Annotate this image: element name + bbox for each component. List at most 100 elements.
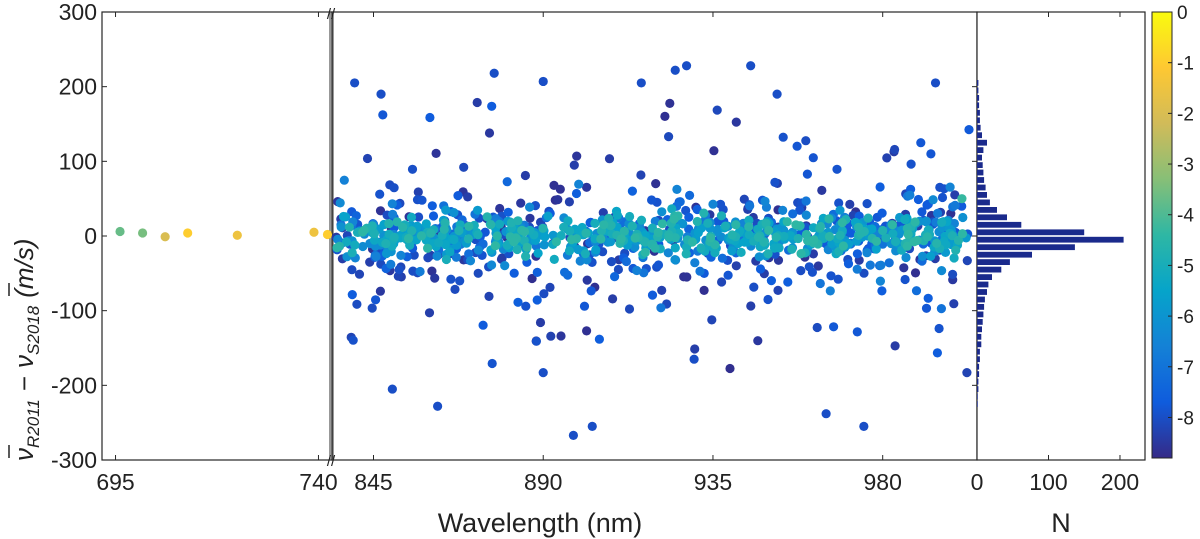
scatter-point (788, 209, 798, 219)
scatter-point-outlier (538, 368, 548, 378)
y-tick-label: 0 (84, 223, 97, 249)
scatter-point (804, 262, 814, 272)
scatter-point-outlier (681, 61, 692, 71)
scatter-point (612, 210, 623, 220)
scatter-point (766, 276, 777, 286)
scatter-point (636, 215, 647, 225)
scatter-point (957, 229, 968, 239)
scatter-point (487, 260, 497, 270)
scatter-point (710, 248, 720, 258)
colorbar-tick-label: -4 (1177, 206, 1194, 227)
scatter-point (717, 277, 727, 287)
scatter-point (572, 151, 582, 161)
scatter-point (581, 228, 591, 238)
scatter-point (826, 271, 836, 281)
histogram-bar (977, 393, 978, 400)
scatter-point-outlier (746, 61, 756, 71)
scatter-point (653, 227, 663, 238)
scatter-point (685, 190, 695, 200)
scatter-point (816, 221, 826, 232)
scatter-point (657, 207, 667, 217)
scatter-point (495, 219, 505, 229)
scatter-point (434, 237, 444, 248)
scatter-point (487, 358, 497, 369)
histogram-bar (977, 139, 987, 146)
scatter-point (336, 222, 346, 232)
scatter-point (899, 263, 909, 273)
y-label-sub-1: R2011 (24, 399, 43, 448)
scatter-point (375, 189, 385, 199)
scatter-point (911, 286, 922, 296)
scatter-point-outlier (821, 409, 831, 419)
histogram-bar (977, 296, 985, 303)
scatter-point (369, 235, 380, 245)
x-axis-ticks: 695 740 845 890 935 980 0 100 200 (96, 12, 1139, 495)
scatter-point (533, 248, 543, 258)
colorbar (1151, 11, 1173, 459)
scatter-point (948, 269, 958, 279)
scatter-point (580, 249, 591, 259)
histogram-bar (977, 95, 980, 101)
histogram-bar (977, 371, 980, 377)
scatter-point (934, 323, 944, 334)
scatter-point (332, 243, 342, 253)
scatter-point (796, 266, 806, 276)
y-label-unit: (m/s) (9, 239, 39, 298)
scatter-point (693, 228, 703, 238)
scatter-point (449, 234, 459, 245)
scatter-point (843, 259, 854, 269)
scatter-point (605, 237, 616, 247)
scatter-point (492, 231, 502, 241)
scatter-point (520, 170, 531, 181)
scatter-point (906, 159, 916, 169)
scatter-point (695, 266, 705, 276)
scatter-point (521, 301, 531, 311)
scatter-point (371, 295, 381, 305)
scatter-point (367, 303, 377, 313)
scatter-point (426, 228, 436, 238)
histogram-bar (977, 266, 1002, 273)
scatter-point (453, 191, 463, 201)
scatter-point (455, 276, 465, 286)
scatter-point (521, 251, 531, 261)
scatter-point (408, 266, 418, 276)
histogram-bar (977, 124, 981, 131)
scatter-point-outlier (350, 78, 360, 88)
scatter-point (865, 260, 875, 270)
scatter-point (838, 241, 849, 251)
scatter-point (569, 160, 579, 170)
scatter-point (890, 236, 901, 247)
scatter-point (398, 222, 408, 232)
scatter-point (951, 245, 961, 255)
x-tick-left-label: 740 (299, 469, 337, 495)
scatter-point (347, 265, 357, 275)
scatter-point-outlier (433, 401, 443, 411)
scatter-point (636, 170, 646, 180)
histogram-bar (977, 229, 1085, 236)
scatter-point (464, 221, 474, 231)
scatter-point (900, 214, 910, 225)
scatter-point (432, 251, 442, 261)
scatter-point (687, 237, 698, 247)
colorbar-tick-label: -3 (1177, 155, 1194, 176)
scatter-point (338, 211, 349, 222)
scatter-point (692, 216, 702, 227)
scatter-point (834, 198, 844, 208)
scatter-point (423, 253, 433, 263)
scatter-point (783, 277, 793, 287)
scatter-point (667, 204, 677, 214)
histogram-bar (977, 147, 984, 153)
x-tick-left-label: 695 (96, 469, 134, 495)
histogram-bar (977, 154, 982, 161)
scatter-point (545, 282, 555, 292)
scatter-point-outlier (772, 89, 782, 99)
scatter-point (917, 251, 928, 261)
scatter-point (763, 294, 773, 305)
scatter-point (875, 276, 886, 286)
y-label-sub-2: S2018 (24, 305, 43, 355)
scatter-point (725, 363, 735, 374)
histogram-bar (977, 319, 983, 325)
scatter-point (753, 336, 763, 346)
scatter-point (445, 247, 455, 257)
scatter-point (393, 271, 403, 281)
